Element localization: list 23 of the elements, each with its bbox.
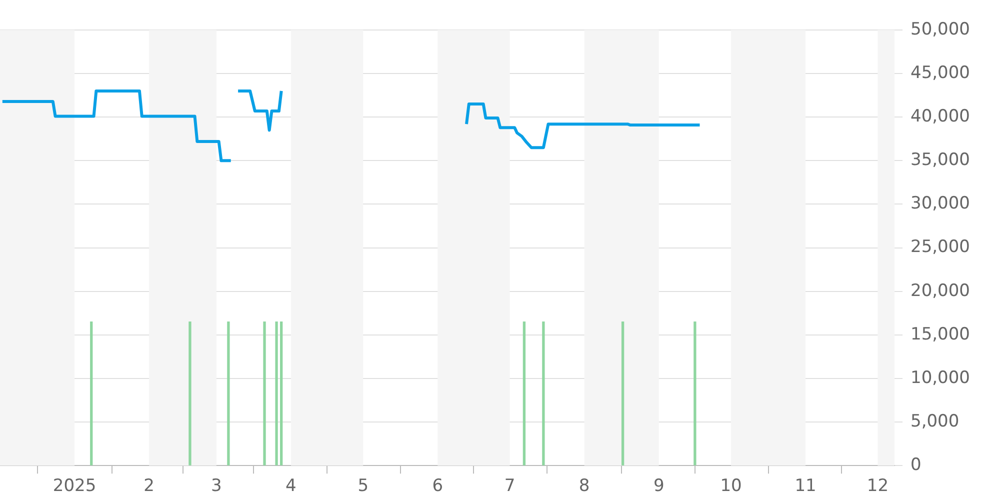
x-tick-label: 10: [720, 476, 742, 496]
x-tick-label: 3: [211, 476, 222, 496]
y-tick-label: 25,000: [910, 237, 970, 258]
x-tick-label: 11: [794, 476, 816, 496]
x-tick-label: 8: [578, 476, 590, 496]
y-tick-label: 10,000: [910, 368, 970, 388]
y-tick-label: 35,000: [910, 150, 970, 170]
x-tick-label: 9: [653, 476, 664, 496]
y-tick-label: 50,000: [910, 19, 970, 40]
y-tick-label: 5,000: [910, 411, 960, 432]
y-tick-label: 20,000: [910, 280, 970, 301]
x-tick-label: 2: [144, 476, 154, 496]
y-tick-label: 40,000: [910, 106, 970, 127]
x-tick-label: 7: [504, 476, 516, 496]
x-tick-label: 6: [432, 476, 444, 496]
x-tick-label: 12: [866, 476, 889, 496]
x-tick-label: 5: [358, 476, 369, 496]
x-tick-label: 2025: [52, 476, 96, 496]
y-tick-label: 15,000: [910, 324, 970, 344]
y-tick-label: 0: [910, 455, 922, 476]
y-tick-label: 45,000: [910, 62, 970, 83]
y-tick-label: 30,000: [910, 194, 970, 214]
x-tick-label: 4: [286, 476, 296, 496]
